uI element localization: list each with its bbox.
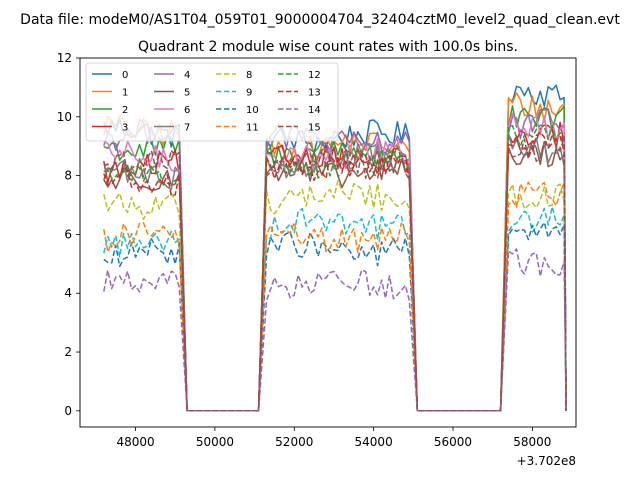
series-line-12: [103, 124, 567, 412]
plot-frame: [79, 57, 577, 428]
legend-label: 1: [122, 88, 128, 99]
y-tick-label: 4: [64, 286, 72, 300]
x-tick-label: 56000: [434, 435, 472, 449]
legend-label: 2: [122, 105, 128, 116]
series-line-15: [103, 133, 567, 412]
series-line-9: [103, 206, 567, 412]
y-axis: 0 2 4 6 8 10 12: [57, 51, 80, 418]
series-line-14: [103, 248, 567, 412]
series-line-10: [103, 221, 567, 412]
x-tick-label: 58000: [513, 435, 551, 449]
legend-label: 12: [308, 70, 321, 81]
legend-label: 3: [122, 123, 128, 134]
x-offset-label: +3.702e8: [517, 454, 576, 468]
x-tick-label: 48000: [116, 435, 154, 449]
x-tick-label: 52000: [275, 435, 313, 449]
legend-label: 10: [246, 105, 259, 116]
y-tick-label: 8: [64, 169, 72, 183]
y-tick-label: 0: [64, 404, 72, 418]
x-axis: 48000 50000 52000 54000 56000 58000: [116, 427, 551, 449]
legend-label: 8: [246, 70, 252, 81]
legend-box: [85, 62, 339, 142]
chart-title: Quadrant 2 module wise count rates with …: [138, 39, 518, 55]
y-tick-label: 2: [64, 345, 72, 359]
series-line-8: [103, 179, 567, 412]
legend-label: 5: [184, 88, 190, 99]
legend-label: 9: [246, 88, 252, 99]
y-tick-label: 12: [57, 51, 72, 65]
y-tick-label: 10: [57, 110, 72, 124]
x-tick-label: 50000: [196, 435, 234, 449]
legend-label: 11: [246, 123, 259, 134]
legend-label: 0: [122, 70, 128, 81]
legend-label: 6: [184, 105, 190, 116]
series-line-11: [103, 181, 567, 412]
chart-suptitle: Data file: modeM0/AS1T04_059T01_90000047…: [20, 12, 620, 28]
legend-label: 4: [184, 70, 190, 81]
series-line-6: [103, 112, 567, 412]
legend-label: 14: [308, 105, 321, 116]
x-tick-label: 54000: [355, 435, 393, 449]
legend-label: 13: [308, 88, 321, 99]
y-tick-label: 6: [64, 227, 72, 241]
legend-label: 15: [308, 123, 321, 134]
legend-label: 7: [184, 123, 190, 134]
